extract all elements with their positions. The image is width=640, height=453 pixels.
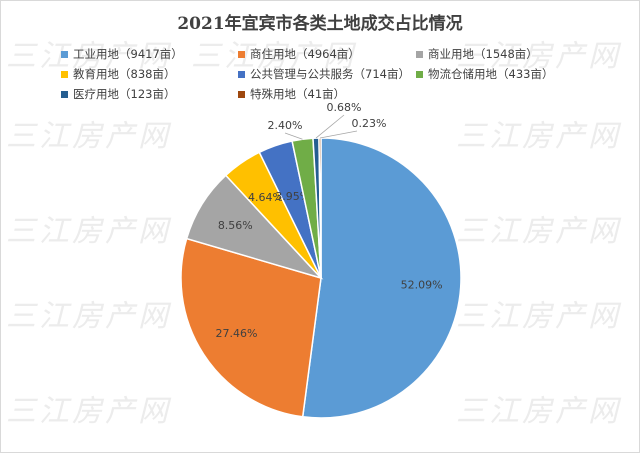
leader-line [315,114,345,139]
legend-item: 物流仓储用地（433亩） [416,66,553,82]
slice-label: 27.46% [216,327,258,340]
slice-label: 52.09% [401,279,443,292]
legend-swatch [416,70,423,78]
slice-label: 2.40% [268,119,303,132]
leader-line [284,132,303,140]
slice-label: 0.68% [327,101,362,114]
legend-swatch [61,70,68,78]
legend-item: 商业用地（1548亩） [416,46,538,62]
slice-label: 0.23% [352,117,387,130]
legend-item: 公共管理与公共服务（714亩） [238,66,410,82]
slice-label: 3.95% [275,190,310,203]
legend-swatch [238,50,245,58]
legend-item: 教育用地（838亩） [61,66,175,82]
legend-label: 教育用地（838亩） [73,67,176,81]
legend-item: 医疗用地（123亩） [61,86,175,102]
legend-swatch [238,70,245,78]
legend-label: 商业用地（1548亩） [428,47,538,61]
legend: 工业用地（9417亩） 商住用地（4964亩） 商业用地（1548亩） 教育用地（83… [1,1,639,121]
legend-swatch [238,90,245,98]
legend-label: 物流仓储用地（433亩） [428,67,554,81]
pie-slice [180,237,322,418]
pie-slice [301,137,462,419]
leader-line [319,130,358,139]
legend-label: 商住用地（4964亩） [250,47,360,61]
legend-item: 商住用地（4964亩） [238,46,360,62]
legend-label: 工业用地（9417亩） [73,47,183,61]
legend-swatch [61,50,68,58]
legend-label: 公共管理与公共服务（714亩） [250,67,410,81]
legend-item: 特殊用地（41亩） [238,86,345,102]
legend-swatch [416,50,423,58]
legend-label: 特殊用地（41亩） [250,87,346,101]
legend-item: 工业用地（9417亩） [61,46,183,62]
slice-label: 8.56% [218,219,253,232]
legend-swatch [61,90,68,98]
chart-title: 2021年宜宾市各类土地成交占比情况 [177,14,463,34]
slice-label: 4.64% [248,191,283,204]
legend-label: 医疗用地（123亩） [73,87,176,101]
